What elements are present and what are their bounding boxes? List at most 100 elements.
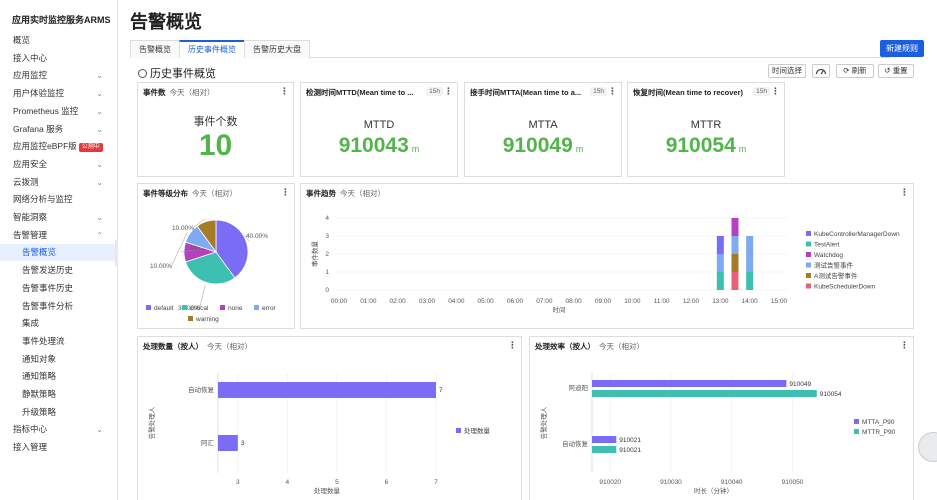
- trend-chart: 0 1 2 3 4 00:00 01:00 02:00 03:00 04:00 05:00 06:00…: [310, 215, 900, 314]
- more-icon[interactable]: ⋮: [508, 340, 517, 350]
- eff-bar-MTTA_P90[interactable]: [592, 436, 617, 443]
- x-tick-label: 08:00: [566, 298, 583, 305]
- legend-swatch: [806, 231, 811, 236]
- sidebar-item[interactable]: 通知策略: [0, 368, 117, 385]
- sidebar-item[interactable]: 通知对象: [0, 351, 117, 368]
- legend-swatch: [188, 316, 193, 321]
- sidebar-item-label: 升级策略: [22, 406, 57, 417]
- more-icon[interactable]: ⋮: [771, 86, 780, 96]
- legend-swatch: [146, 305, 151, 310]
- trend-bar-Watchdog[interactable]: [731, 218, 739, 236]
- legend-label: none: [228, 305, 243, 312]
- sidebar-item-label: 告警事件历史: [22, 282, 74, 293]
- stat-card-mttd: 检测时间MTTD(Mean time to ... 15h ⋮ MTTD 910…: [300, 82, 458, 177]
- eff-bar-MTTR_P90[interactable]: [592, 390, 817, 397]
- sidebar-item[interactable]: 智能洞察 ⌄: [0, 209, 117, 226]
- pie-chart: 40.00% 30.00% 10.00% 10.00% 10.00% default cri…: [146, 218, 277, 323]
- chevron-icon: ⌄: [96, 177, 103, 187]
- sidebar-item[interactable]: 网络分析与监控: [0, 191, 117, 208]
- sidebar-item-label: Grafana 服务: [13, 123, 64, 134]
- sidebar-item[interactable]: Grafana 服务 ⌄: [0, 121, 117, 138]
- legend-swatch: [854, 429, 859, 434]
- pie-slice-label: 40.00%: [246, 233, 268, 240]
- trend-bar-KubeControllerManagerDown[interactable]: [716, 236, 724, 254]
- sidebar-item[interactable]: 云拨测 ⌄: [0, 174, 117, 191]
- sidebar-item[interactable]: 事件处理流: [0, 333, 117, 350]
- y-tick-label: 自动恢复: [562, 439, 589, 448]
- sidebar-item[interactable]: 指标中心 ⌄: [0, 421, 117, 438]
- sidebar-item-label: 应用安全: [13, 158, 48, 169]
- sidebar-item[interactable]: 应用监控eBPF版 公测中 ⌄: [0, 138, 117, 155]
- chevron-icon: ⌄: [96, 159, 103, 169]
- tab-alert-overview[interactable]: 告警概览: [130, 40, 180, 58]
- reset-button[interactable]: ↺ 重置: [878, 64, 914, 78]
- x-axis-label: 时长（分钟）: [694, 486, 733, 495]
- handle-bar-阿汇[interactable]: [218, 435, 238, 451]
- pie-slice-label: 10.00%: [190, 245, 212, 252]
- time-select-button[interactable]: 时间选择: [768, 64, 806, 78]
- pie-slice-default[interactable]: [215, 219, 249, 279]
- create-rule-button[interactable]: 新建规则: [880, 40, 924, 57]
- handle-bar-自动恢复[interactable]: [218, 382, 436, 398]
- sidebar-item[interactable]: 集成: [0, 315, 117, 332]
- sidebar-item[interactable]: 接入管理: [0, 439, 117, 456]
- sidebar-item[interactable]: 应用安全 ⌄: [0, 156, 117, 173]
- trend-bar-A测试告警事件[interactable]: [731, 254, 739, 272]
- sidebar-item-label: 应用监控eBPF版: [13, 141, 77, 152]
- sidebar-item[interactable]: Prometheus 监控 ⌄: [0, 103, 117, 120]
- sidebar-item-label: 接入管理: [13, 442, 48, 453]
- y-tick-label: 1: [325, 269, 329, 276]
- trend-bar-KubeSchedulerDown[interactable]: [731, 272, 739, 290]
- sidebar-item[interactable]: 静默策略: [0, 386, 117, 403]
- pie-slice-warning[interactable]: [196, 219, 217, 254]
- legend-swatch: [806, 241, 811, 247]
- section-title-text: 历史事件概览: [150, 68, 216, 80]
- x-tick-label: 00:00: [331, 298, 348, 305]
- more-icon[interactable]: ⋮: [281, 187, 290, 197]
- trend-bar-TestAlert[interactable]: [716, 272, 724, 290]
- trend-bar-TestAlert[interactable]: [746, 272, 754, 290]
- x-axis-label: 时间: [553, 305, 566, 314]
- handle-count-panel: 处理数量（按人） 今天（相对） ⋮ 3 4 5 6 7 处理数量 告警处理人 7 自动恢复 3 阿汇处…: [137, 336, 522, 500]
- x-tick-label: 6: [385, 479, 389, 486]
- x-tick-label: 04:00: [448, 298, 465, 305]
- eff-bar-MTTA_P90[interactable]: [592, 380, 787, 387]
- sidebar-item[interactable]: 告警概览: [0, 244, 117, 262]
- trend-bar-测试告警事件[interactable]: [716, 254, 724, 272]
- eff-bar-MTTR_P90[interactable]: [592, 446, 617, 453]
- legend-label: KubeSchedulerDown: [814, 284, 875, 291]
- stat-label: MTTA: [528, 119, 558, 131]
- legend-swatch: [806, 252, 811, 257]
- y-tick-label: 4: [325, 215, 329, 222]
- sidebar-item[interactable]: 告警管理 ⌃: [0, 227, 117, 244]
- sidebar-item[interactable]: 用户体验监控 ⌄: [0, 85, 117, 102]
- sidebar-item-label: 通知策略: [22, 371, 57, 382]
- sidebar-item[interactable]: 升级策略: [0, 404, 117, 421]
- sidebar-item-label: 静默策略: [22, 389, 57, 399]
- tab-history-events[interactable]: 历史事件概览: [179, 40, 245, 58]
- sidebar-item[interactable]: 告警事件历史: [0, 280, 117, 297]
- x-tick-label: 3: [236, 479, 240, 486]
- more-icon[interactable]: ⋮: [900, 340, 909, 350]
- refresh-button[interactable]: ⟳ 刷新: [836, 64, 874, 78]
- sidebar-item[interactable]: 应用监控 ⌄: [0, 67, 117, 84]
- chevron-icon: ⌄: [96, 124, 103, 134]
- trend-bar-测试告警事件[interactable]: [746, 236, 754, 272]
- more-icon[interactable]: ⋮: [444, 86, 453, 96]
- trend-bar-测试告警事件[interactable]: [731, 236, 739, 254]
- stat-card-mtta: 接手时间MTTA(Mean time to a... 15h ⋮ MTTA 91…: [464, 82, 622, 177]
- more-icon[interactable]: ⋮: [608, 86, 617, 96]
- bar-value-label: 910054: [820, 391, 842, 398]
- sidebar-item[interactable]: 概览: [0, 32, 117, 49]
- sidebar-item[interactable]: 告警事件分析: [0, 298, 117, 315]
- sidebar-item[interactable]: 接入中心: [0, 50, 117, 67]
- gauge-button[interactable]: [812, 64, 830, 78]
- pie-slice-critical[interactable]: [185, 251, 236, 285]
- chevron-icon: ⌄: [96, 142, 103, 152]
- more-icon[interactable]: ⋮: [280, 86, 289, 96]
- y-axis-label: 告警处理人: [539, 406, 548, 439]
- more-icon[interactable]: ⋮: [900, 187, 909, 197]
- sidebar-item[interactable]: 告警发送历史: [0, 262, 117, 279]
- x-tick-label: 910020: [599, 479, 621, 486]
- tab-history-dashboard[interactable]: 告警历史大盘: [244, 40, 310, 58]
